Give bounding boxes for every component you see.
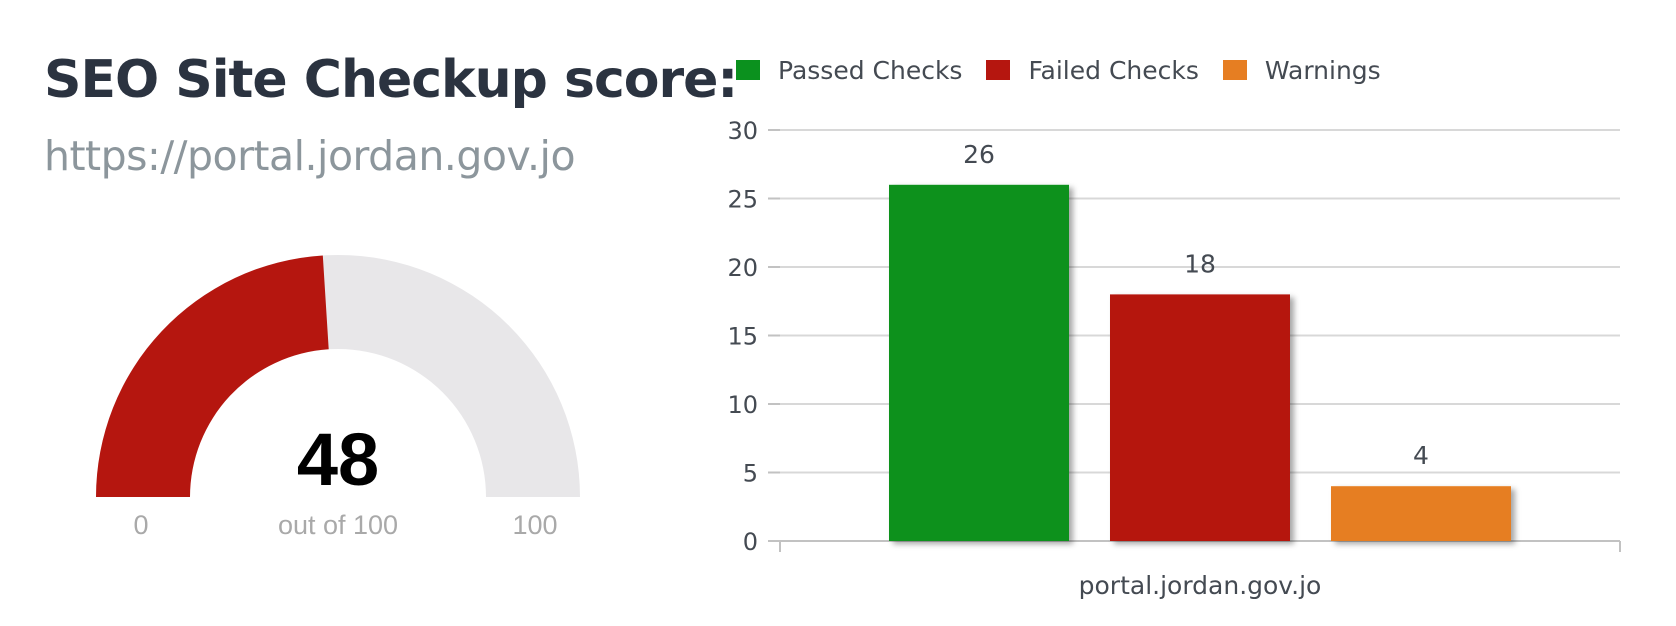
y-tick-label: 15 bbox=[727, 323, 758, 351]
axes: 0 5 10 15 20 25 30 portal.jordan.gov.jo bbox=[727, 117, 1621, 600]
gauge-score: 48 bbox=[297, 418, 379, 501]
data-label: 18 bbox=[1184, 249, 1216, 278]
bars bbox=[889, 184, 1511, 542]
y-tick-label: 20 bbox=[727, 254, 758, 282]
y-tick-label: 10 bbox=[727, 391, 758, 419]
legend-swatch-warnings bbox=[1222, 60, 1247, 80]
data-label: 26 bbox=[963, 140, 995, 169]
legend-item-passed-checks[interactable]: Passed Checks bbox=[736, 56, 962, 85]
legend-item-failed-checks[interactable]: Failed Checks bbox=[986, 55, 1199, 85]
chart-legend: Passed Checks Failed Checks Warnings bbox=[736, 55, 1405, 85]
gauge-fill bbox=[96, 255, 329, 497]
data-label: 4 bbox=[1413, 441, 1429, 470]
bar-warnings[interactable] bbox=[1331, 486, 1511, 541]
gauge-caption: out of 100 bbox=[278, 510, 398, 540]
y-tick-label: 5 bbox=[743, 460, 758, 488]
bar-passed-checks[interactable] bbox=[889, 184, 1069, 542]
legend-label-passed: Passed Checks bbox=[778, 55, 963, 85]
data-labels: 26 18 4 bbox=[963, 140, 1429, 470]
legend-item-warnings[interactable]: Warnings bbox=[1222, 55, 1381, 85]
site-url: https://portal.jordan.gov.jo bbox=[44, 132, 576, 180]
y-tick-label: 25 bbox=[727, 186, 758, 214]
score-gauge: 48 0 out of 100 100 bbox=[96, 255, 580, 540]
gauge-max-label: 100 bbox=[512, 510, 557, 540]
bar-failed-checks[interactable] bbox=[1110, 294, 1290, 541]
gauge-min-label: 0 bbox=[133, 510, 148, 540]
y-tick-label: 30 bbox=[727, 117, 758, 145]
page-title: SEO Site Checkup score: bbox=[44, 50, 738, 110]
legend-swatch-failed bbox=[986, 60, 1011, 80]
x-category-label: portal.jordan.gov.jo bbox=[1079, 571, 1322, 600]
legend-label-failed: Failed Checks bbox=[1028, 55, 1199, 85]
y-tick-label: 0 bbox=[743, 528, 758, 556]
legend-swatch-passed bbox=[736, 60, 760, 80]
legend-label-warnings: Warnings bbox=[1264, 55, 1381, 85]
